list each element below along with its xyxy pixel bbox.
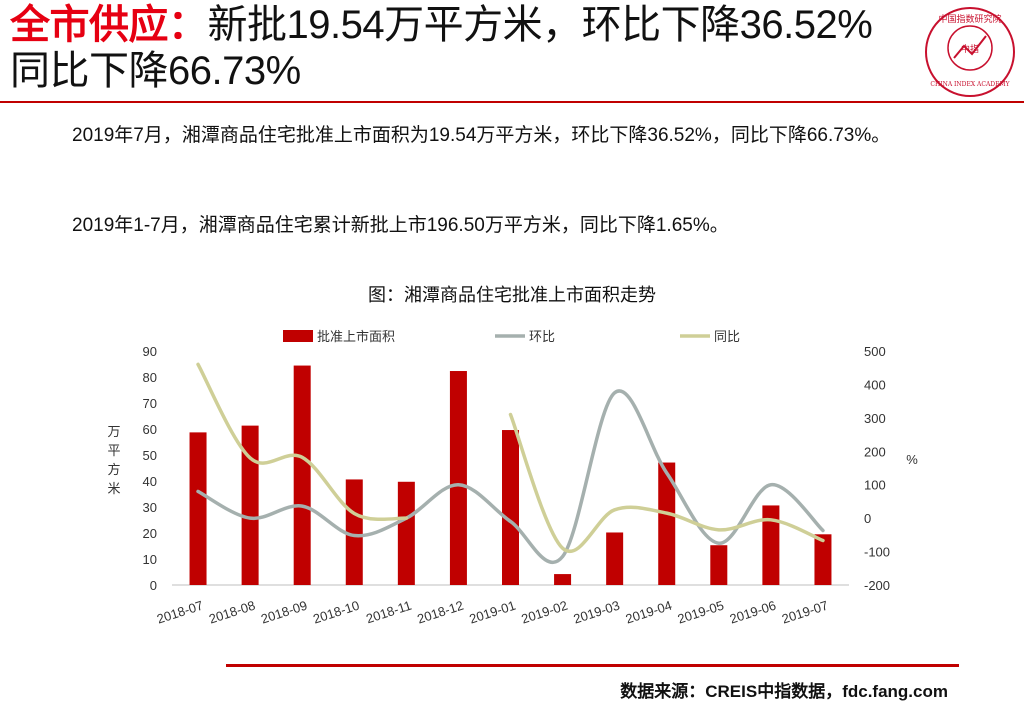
y2-axis-label: %	[906, 452, 918, 467]
title-line1: 新批19.54万平方米，环比下降36.52%	[207, 3, 873, 47]
paragraph-monthly: 2019年7月，湘潭商品住宅批准上市面积为19.54万平方米，环比下降36.52…	[72, 125, 891, 146]
logo-text-center: 中指	[961, 43, 979, 55]
bar	[397, 481, 415, 585]
x-tick-label: 2018-10	[311, 598, 361, 627]
y2-tick-label: 200	[864, 444, 886, 459]
bar	[449, 371, 467, 585]
y2-tick-label: 300	[864, 411, 886, 426]
x-tick-label: 2018-07	[155, 598, 205, 627]
china-index-academy-logo-icon: 中国指数研究院 中指 CHINA INDEX ACADEMY	[925, 7, 1015, 97]
y-tick-label: 0	[150, 578, 157, 593]
series-line	[196, 362, 409, 522]
y-axis-label: 米	[107, 481, 120, 496]
title-line2: 同比下降66.73%	[10, 49, 301, 93]
bar	[814, 534, 832, 585]
bar	[502, 430, 519, 585]
bar	[606, 532, 624, 585]
x-tick-label: 2019-04	[624, 598, 674, 627]
title-highlight: 全市供应：	[10, 3, 208, 47]
legend-label: 环比	[529, 329, 555, 344]
series-line	[196, 389, 825, 565]
bar	[345, 479, 363, 585]
x-tick-label: 2019-02	[519, 598, 569, 627]
x-tick-label: 2018-12	[415, 598, 465, 627]
y-tick-label: 40	[143, 474, 157, 489]
x-tick-label: 2019-05	[676, 598, 726, 627]
paragraph-cumulative: 2019年1-7月，湘潭商品住宅累计新批上市196.50万平方米，同比下降1.6…	[72, 215, 729, 236]
bar	[554, 574, 572, 585]
data-source: 数据来源：CREIS中指数据，fdc.fang.com	[620, 682, 948, 701]
chart-title: 图：湘潭商品住宅批准上市面积走势	[368, 285, 656, 305]
bar	[293, 365, 311, 585]
x-tick-label: 2018-11	[364, 598, 413, 627]
y-axis-label: 万	[107, 424, 120, 439]
x-tick-label: 2018-08	[207, 598, 257, 627]
y2-tick-label: -200	[864, 578, 890, 593]
y-tick-label: 20	[143, 526, 157, 541]
y-tick-label: 50	[143, 448, 157, 463]
y-tick-label: 60	[143, 422, 157, 437]
page-title: 全市供应：新批19.54万平方米，环比下降36.52% 同比下降66.73%	[10, 2, 930, 94]
y2-tick-label: -100	[864, 545, 890, 560]
y-tick-label: 30	[143, 500, 157, 515]
logo-text-bottom: CHINA INDEX ACADEMY	[930, 81, 1010, 88]
bar	[762, 505, 780, 585]
x-tick-label: 2019-03	[572, 598, 622, 627]
series-line	[508, 412, 825, 553]
footer-divider	[226, 664, 959, 667]
y2-tick-label: 0	[864, 511, 871, 526]
x-tick-label: 2019-07	[780, 598, 830, 627]
y-axis-label: 平	[107, 443, 120, 458]
legend-label: 批准上市面积	[317, 329, 395, 344]
x-tick-label: 2018-09	[259, 598, 309, 627]
bar	[189, 432, 207, 585]
legend-label: 同比	[714, 329, 740, 344]
y-axis-label: 方	[107, 462, 120, 477]
y2-tick-label: 500	[864, 344, 886, 359]
bar	[710, 545, 728, 585]
y-tick-label: 80	[143, 370, 157, 385]
header-divider	[0, 101, 1024, 103]
bar	[241, 425, 259, 585]
x-tick-label: 2019-01	[467, 598, 517, 627]
y-tick-label: 10	[143, 552, 157, 567]
y2-tick-label: 100	[864, 478, 886, 493]
y-tick-label: 90	[143, 344, 157, 359]
x-tick-label: 2019-06	[728, 598, 778, 627]
bar	[658, 462, 676, 585]
legend-swatch	[283, 330, 313, 342]
y-tick-label: 70	[143, 396, 157, 411]
logo-text-top: 中国指数研究院	[938, 13, 1001, 25]
y2-tick-label: 400	[864, 377, 886, 392]
